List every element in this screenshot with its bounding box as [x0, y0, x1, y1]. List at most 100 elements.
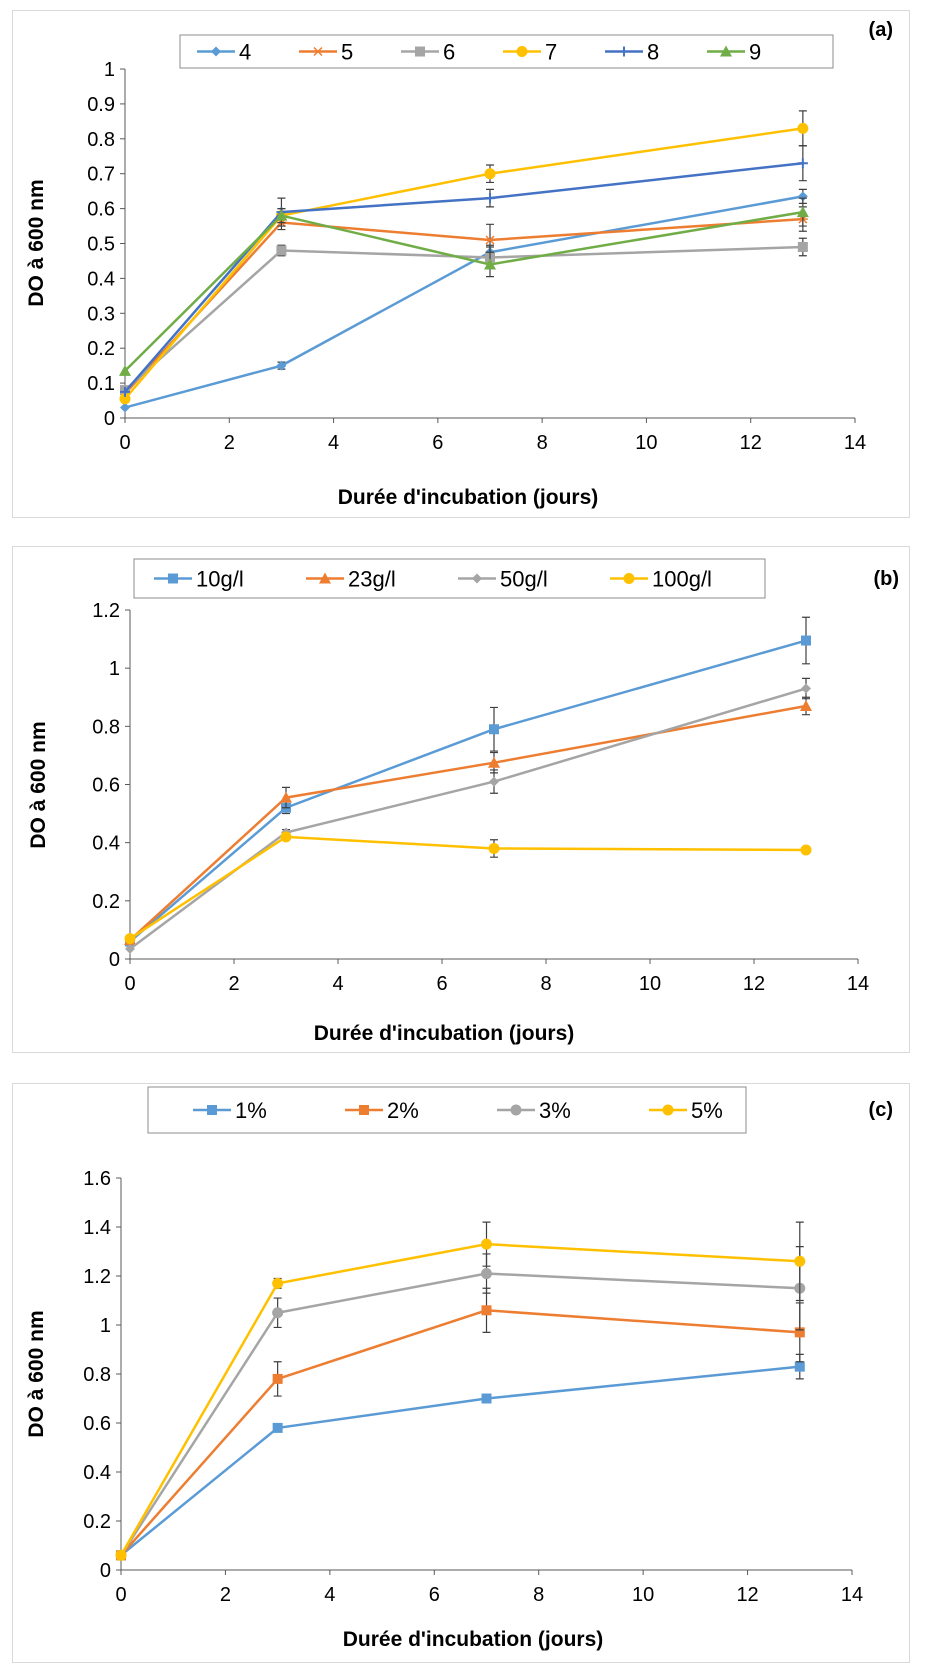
chart-b-series-3 [124, 831, 812, 945]
chart-a-y-tick-label: 0.1 [87, 373, 115, 395]
chart-c-data-point [481, 1305, 492, 1316]
chart-a-legend-label: 4 [239, 40, 251, 65]
chart-b-data-point [801, 683, 811, 694]
chart-a-legend-marker [516, 46, 528, 57]
chart-b-x-tick-label: 0 [124, 973, 135, 995]
chart-c-legend-marker [510, 1104, 522, 1116]
chart-a-legend: 4 5 6 7 8 9 [179, 34, 834, 69]
chart-b-data-point [488, 842, 500, 854]
chart-c-data-point [272, 1373, 283, 1384]
chart-a-y-tick-label: 0.7 [87, 164, 115, 186]
chart-c-data-point [272, 1277, 284, 1289]
chart-a-series-line [124, 195, 804, 409]
chart-b-data-point [280, 791, 292, 803]
chart-b-series-line [129, 704, 807, 942]
chart-a-data-point [485, 235, 495, 245]
chart-b-panel-label: (b) [873, 568, 899, 590]
chart-a-legend-label: 7 [545, 40, 557, 65]
chart-b-legend-box [133, 558, 766, 599]
chart-c-x-tick-label: 6 [429, 1584, 440, 1606]
chart-a-y-tick-label: 0 [104, 408, 115, 430]
chart-c-data-point [481, 1393, 492, 1404]
chart-c-y-tick-label: 0 [100, 1560, 111, 1582]
chart-b-y-tick-label: 1.2 [92, 600, 120, 622]
chart-b-data-point [280, 831, 292, 843]
chart-c-legend-label: 2% [387, 1098, 419, 1123]
chart-b-legend-label: 100g/l [652, 567, 712, 592]
chart-b-x-tick-label: 4 [332, 973, 343, 995]
chart-a-legend-label: 5 [341, 40, 353, 65]
chart-a-data-point [276, 245, 287, 256]
chart-a-legend-label: 6 [443, 40, 455, 65]
chart-a-legend-marker [415, 46, 425, 57]
chart-b-data-point [124, 933, 136, 945]
chart-c-data-point [794, 1327, 805, 1338]
chart-b-svg: 0 0.2 0.4 0.6 0.8 1 1.2 0 2 4 6 8 10 12 14 Durée d'incu… [27, 558, 899, 1045]
chart-b-data-point [125, 943, 135, 954]
chart-b-data-point [489, 776, 499, 787]
chart-a-x-tick-label: 2 [224, 432, 235, 454]
chart-c-legend-label: 3% [539, 1098, 571, 1123]
chart-a-y-tick-label: 0.4 [87, 268, 115, 290]
chart-a-y-tick-label: 0.6 [87, 199, 115, 221]
chart-b-x-tick-label: 8 [540, 973, 551, 995]
chart-a-y-tick-label: 1 [104, 59, 115, 81]
chart-b-series-1 [124, 696, 812, 946]
chart-b-data-point [489, 724, 499, 735]
chart-a-series-4 [120, 145, 808, 397]
chart-c-series-line [119, 1242, 800, 1556]
chart-a-data-point [276, 360, 287, 371]
chart-c-y-tick-label: 1 [100, 1315, 111, 1337]
chart-a-series-line [124, 127, 804, 400]
chart-a-data-point [119, 364, 131, 376]
chart-a-series-line [124, 217, 803, 395]
chart-b-series-0 [125, 616, 811, 947]
chart-a-legend-marker [720, 45, 732, 57]
chart-c-y-tick-label: 1.4 [83, 1217, 111, 1239]
chart-c-y-tick-label: 0.4 [83, 1462, 111, 1484]
chart-c-data-point [272, 1307, 284, 1319]
chart-c-series-2 [115, 1246, 806, 1561]
chart-c-x-tick-label: 4 [324, 1584, 335, 1606]
chart-b-data-point [800, 844, 812, 856]
chart-a-data-point [484, 258, 496, 270]
chart-c-svg: 0 0.2 0.4 0.6 0.8 1 1.2 1.4 1.6 0 2 4 6 8 10 12 14 Durée … [25, 1086, 893, 1651]
chart-a-data-point [797, 241, 808, 252]
chart-a-y-tick-label: 0.8 [87, 129, 115, 151]
chart-b-series-2 [125, 677, 811, 954]
chart-a-data-point [796, 206, 809, 218]
chart-c-x-tick-label: 2 [220, 1584, 231, 1606]
chart-a-data-point [485, 193, 495, 204]
chart-c-y-axis-title: DO à 600 nm [25, 1310, 48, 1437]
chart-a-series-line [124, 161, 803, 393]
chart-b-legend: 10g/l 23g/l 50g/l 100g/l [133, 558, 766, 599]
chart-c-x-tick-label: 14 [841, 1584, 863, 1606]
chart-a-data-point [797, 122, 809, 134]
chart-a-y-axis-title: DO à 600 nm [25, 179, 48, 306]
chart-c-legend-label: 1% [235, 1098, 267, 1123]
chart-a-x-tick-label: 14 [844, 432, 866, 454]
chart-c-series-line [119, 1272, 800, 1556]
chart-b-series-line [129, 639, 807, 943]
chart-b-y-tick-label: 0.6 [92, 775, 120, 797]
chart-b-x-tick-label: 14 [847, 973, 869, 995]
chart-b-legend-marker [472, 573, 482, 584]
chart-a-series-line [124, 245, 803, 392]
chart-b-y-axis-title: DO à 600 nm [27, 721, 50, 848]
chart-c-y-tick-label: 0.8 [83, 1364, 111, 1386]
chart-c-data-point [794, 1361, 805, 1372]
chart-a-x-tick-label: 12 [740, 432, 762, 454]
chart-c-x-tick-label: 12 [736, 1584, 758, 1606]
chart-a-x-axis-title: Durée d'incubation (jours) [338, 486, 599, 509]
chart-b-data-point [801, 635, 811, 646]
chart-a-legend-label: 8 [647, 40, 659, 65]
chart-c-legend: 1% 2% 3% 5% [147, 1086, 747, 1134]
chart-a-series-line [124, 210, 804, 372]
chart-c-x-tick-label: 0 [115, 1584, 126, 1606]
chart-c-data-point [115, 1549, 127, 1561]
chart-a-data-point [797, 158, 808, 169]
chart-a-data-point [120, 402, 130, 413]
chart-b-x-tick-label: 10 [639, 973, 661, 995]
chart-c-y-tick-label: 0.2 [83, 1511, 111, 1533]
chart-a-series-5 [119, 197, 809, 376]
